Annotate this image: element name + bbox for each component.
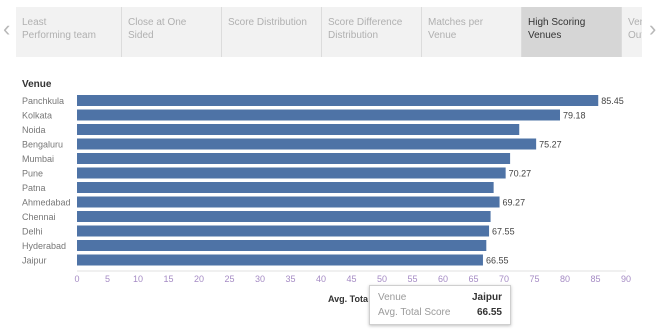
tooltip-key-venue: Venue: [378, 292, 407, 303]
x-tick-label: 0: [74, 274, 79, 284]
tab-5[interactable]: High Scoring Venues: [522, 7, 622, 57]
category-label: Delhi: [22, 227, 43, 237]
x-tick-label: 15: [163, 274, 173, 284]
category-label: Pune: [22, 169, 43, 179]
tab-bar: ‹ Least Performing team Close at One Side…: [0, 0, 669, 62]
x-tick-label: 55: [407, 274, 417, 284]
bar[interactable]: [77, 254, 483, 266]
data-label: 85.45: [601, 96, 624, 106]
tooltip-key-score: Avg. Total Score: [378, 307, 451, 318]
chart-svg: Venue Panchkula 85.45 Kolkata 79.18 Noida Beng…: [22, 79, 631, 304]
category-label: Kolkata: [22, 111, 52, 121]
tooltip-value-venue: Jaipur: [471, 292, 502, 303]
bar[interactable]: [77, 225, 490, 237]
x-tick-label: 80: [560, 274, 570, 284]
x-tick-label: 30: [255, 274, 265, 284]
category-label: Bengaluru: [22, 140, 63, 150]
bar[interactable]: [77, 95, 599, 106]
x-tick-label: 45: [346, 274, 356, 284]
category-label: Mumbai: [22, 154, 54, 164]
category-label: Patna: [22, 183, 46, 193]
tab-6[interactable]: Venue Outco: [622, 7, 642, 57]
tab-0[interactable]: Least Performing team: [16, 7, 122, 57]
x-tick-label: 25: [224, 274, 234, 284]
bar[interactable]: [77, 211, 491, 222]
category-label: Chennai: [22, 212, 56, 222]
x-tick-label: 75: [529, 274, 539, 284]
tooltip-row-score: Avg. Total Score 66.55: [378, 305, 502, 320]
bar[interactable]: [77, 182, 494, 193]
x-tick-label: 65: [468, 274, 478, 284]
x-tick-label: 40: [316, 274, 326, 284]
x-tick-label: 90: [621, 274, 631, 284]
bar[interactable]: [77, 124, 520, 135]
x-tick-label: 60: [438, 274, 448, 284]
category-label: Noida: [22, 125, 46, 135]
tooltip: Venue Jaipur Avg. Total Score 66.55: [369, 285, 511, 325]
x-tick-label: 10: [133, 274, 143, 284]
x-tick-label: 20: [194, 274, 204, 284]
x-tick-label: 85: [590, 274, 600, 284]
x-tick-label: 50: [377, 274, 387, 284]
data-label: 79.18: [563, 111, 586, 121]
data-label: 66.55: [486, 256, 509, 266]
bar-chart: Venue Panchkula 85.45 Kolkata 79.18 Noida Beng…: [0, 62, 669, 326]
bar[interactable]: [77, 240, 487, 251]
x-tick-label: 70: [499, 274, 509, 284]
bar[interactable]: [77, 109, 560, 121]
category-label: Jaipur: [22, 256, 47, 266]
tooltip-value-score: 66.55: [476, 307, 502, 318]
chevron-right-icon[interactable]: ›: [649, 16, 657, 41]
bar[interactable]: [77, 138, 537, 150]
data-label: 70.27: [509, 169, 532, 179]
tab-2[interactable]: Score Distribution: [222, 7, 322, 57]
row-header: Venue: [22, 79, 52, 90]
x-tick-label: 5: [105, 274, 110, 284]
data-label: 75.27: [539, 140, 562, 150]
bar[interactable]: [77, 153, 511, 164]
chevron-left-icon[interactable]: ‹: [3, 16, 11, 41]
tab-4[interactable]: Matches per Venue: [422, 7, 522, 57]
category-label: Ahmedabad: [22, 198, 71, 208]
tab-1[interactable]: Close at One Sided: [122, 7, 222, 57]
tooltip-row-venue: Venue Jaipur: [378, 290, 502, 305]
category-label: Panchkula: [22, 96, 64, 106]
tab-strip: Least Performing team Close at One Sided S…: [16, 7, 642, 57]
bar[interactable]: [77, 167, 506, 179]
bar[interactable]: [77, 196, 500, 208]
data-label: 69.27: [503, 198, 526, 208]
data-label: 67.55: [492, 227, 515, 237]
x-tick-label: 35: [285, 274, 295, 284]
category-label: Hyderabad: [22, 241, 66, 251]
tab-3[interactable]: Score Difference Distribution: [322, 7, 422, 57]
x-axis-title: Avg. Tota: [328, 294, 369, 304]
